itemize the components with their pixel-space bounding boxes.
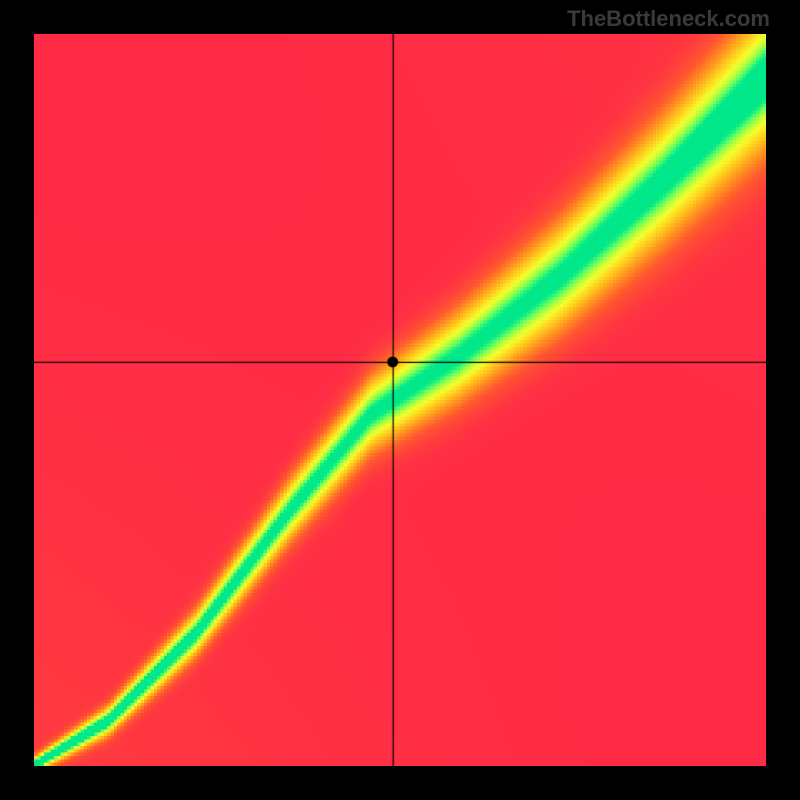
chart-container: TheBottleneck.com	[0, 0, 800, 800]
crosshair-overlay	[34, 34, 766, 766]
watermark-text: TheBottleneck.com	[567, 6, 770, 32]
